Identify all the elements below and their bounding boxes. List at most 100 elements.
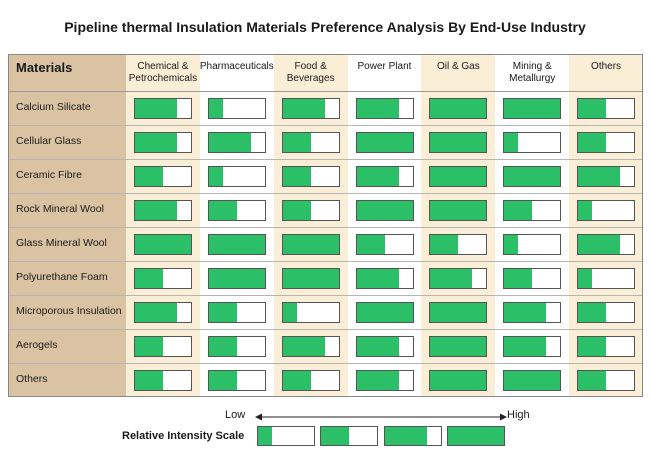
- intensity-fill: [504, 268, 533, 288]
- intensity-bar: [503, 267, 562, 289]
- intensity-bar: [577, 165, 636, 187]
- intensity-bar: [355, 369, 414, 391]
- intensity-bar: [281, 97, 340, 119]
- column-header: Food & Beverages: [286, 61, 335, 84]
- row-label: Others: [16, 373, 48, 385]
- intensity-fill: [504, 336, 547, 356]
- intensity-fill: [356, 302, 413, 322]
- intensity-bar: [133, 335, 192, 357]
- intensity-bar: [577, 369, 636, 391]
- row-divider: [8, 159, 643, 160]
- intensity-fill: [208, 302, 237, 322]
- intensity-fill: [504, 234, 519, 254]
- scale-fill: [258, 427, 272, 445]
- intensity-fill: [356, 98, 399, 118]
- row-label: Cellular Glass: [16, 135, 82, 147]
- intensity-bar: [281, 165, 340, 187]
- row-divider: [8, 193, 643, 194]
- intensity-bar: [281, 267, 340, 289]
- intensity-fill: [208, 98, 223, 118]
- intensity-bar: [133, 199, 192, 221]
- row-label: Microporous Insulation: [16, 305, 122, 317]
- intensity-fill: [282, 234, 339, 254]
- scale-bar: [320, 426, 378, 446]
- row-divider: [8, 125, 643, 126]
- intensity-fill: [504, 132, 519, 152]
- row-label: Glass Mineral Wool: [16, 237, 107, 249]
- intensity-bar: [281, 369, 340, 391]
- intensity-fill: [578, 370, 607, 390]
- intensity-bar: [503, 369, 562, 391]
- intensity-fill: [208, 336, 237, 356]
- intensity-fill: [430, 336, 487, 356]
- intensity-fill: [356, 132, 413, 152]
- intensity-bar: [503, 199, 562, 221]
- intensity-fill: [430, 98, 487, 118]
- intensity-fill: [134, 234, 191, 254]
- intensity-bar: [281, 335, 340, 357]
- intensity-fill: [282, 200, 311, 220]
- scale-fill: [448, 427, 504, 445]
- intensity-bar: [281, 301, 340, 323]
- intensity-bar: [207, 369, 266, 391]
- intensity-bar: [503, 301, 562, 323]
- intensity-bar: [429, 369, 488, 391]
- intensity-bar: [133, 267, 192, 289]
- column-header: Power Plant: [357, 61, 412, 72]
- intensity-fill: [578, 268, 593, 288]
- intensity-fill: [134, 98, 177, 118]
- column-header: Mining & Metallurgy: [509, 61, 556, 84]
- intensity-bar: [355, 233, 414, 255]
- intensity-fill: [282, 336, 325, 356]
- scale-bar: [384, 426, 442, 446]
- intensity-bar: [133, 369, 192, 391]
- intensity-fill: [430, 234, 459, 254]
- scale-fill: [321, 427, 349, 445]
- intensity-bar: [577, 267, 636, 289]
- intensity-fill: [134, 268, 163, 288]
- row-divider: [8, 363, 643, 364]
- row-label: Ceramic Fibre: [16, 169, 82, 181]
- scale-bar: [257, 426, 315, 446]
- intensity-bar: [503, 131, 562, 153]
- intensity-bar: [429, 199, 488, 221]
- intensity-fill: [430, 200, 487, 220]
- intensity-bar: [207, 199, 266, 221]
- intensity-bar: [207, 267, 266, 289]
- intensity-bar: [503, 233, 562, 255]
- row-divider: [8, 295, 643, 296]
- intensity-fill: [578, 234, 621, 254]
- intensity-bar: [429, 233, 488, 255]
- label-column: [8, 54, 126, 397]
- row-divider: [8, 227, 643, 228]
- intensity-bar: [429, 301, 488, 323]
- intensity-fill: [134, 370, 163, 390]
- intensity-fill: [578, 166, 621, 186]
- intensity-fill: [208, 166, 223, 186]
- intensity-fill: [356, 166, 399, 186]
- intensity-bar: [429, 97, 488, 119]
- intensity-bar: [577, 301, 636, 323]
- intensity-fill: [282, 302, 297, 322]
- intensity-fill: [578, 200, 593, 220]
- intensity-bar: [429, 131, 488, 153]
- row-label: Calcium Silicate: [16, 101, 91, 113]
- intensity-bar: [355, 131, 414, 153]
- intensity-fill: [430, 166, 487, 186]
- intensity-bar: [207, 301, 266, 323]
- intensity-bar: [207, 131, 266, 153]
- intensity-bar: [133, 97, 192, 119]
- intensity-fill: [282, 370, 311, 390]
- intensity-bar: [281, 233, 340, 255]
- intensity-fill: [134, 336, 163, 356]
- intensity-bar: [355, 97, 414, 119]
- intensity-fill: [134, 302, 177, 322]
- intensity-bar: [133, 165, 192, 187]
- intensity-fill: [208, 132, 251, 152]
- intensity-fill: [282, 166, 311, 186]
- scale-label: Relative Intensity Scale: [122, 430, 245, 442]
- intensity-fill: [504, 166, 561, 186]
- column-header: Chemical & Petrochemicals: [128, 61, 198, 84]
- scale-fill: [385, 427, 427, 445]
